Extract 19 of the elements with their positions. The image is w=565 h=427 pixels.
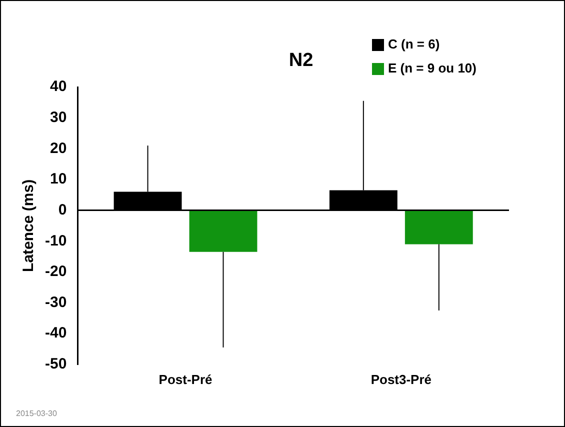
chart-title: N2 <box>288 50 314 72</box>
y-tick-label: -20 <box>44 263 67 280</box>
y-tick-label: 20 <box>50 140 67 157</box>
y-tick-label: -10 <box>44 232 67 250</box>
bar <box>404 210 473 244</box>
legend-label: E (n = 9 ou 10) <box>388 60 476 76</box>
y-tick-label: 30 <box>50 108 67 126</box>
y-tick-label: -50 <box>44 356 67 373</box>
y-tick-label: 10 <box>50 170 67 188</box>
y-tick-label: -40 <box>44 324 67 342</box>
y-tick-label: -30 <box>44 294 67 311</box>
legend-label: C (n = 6) <box>388 36 440 52</box>
y-axis-title: Latence (ms) <box>20 179 38 272</box>
y-tick-label: 40 <box>50 78 67 96</box>
y-tick-label: 0 <box>58 201 67 218</box>
text: 2015-03-30 <box>16 409 58 418</box>
bar <box>189 210 258 252</box>
x-tick-label: Post-Pré <box>158 372 212 387</box>
x-tick-label: Post3-Pré <box>370 372 432 387</box>
